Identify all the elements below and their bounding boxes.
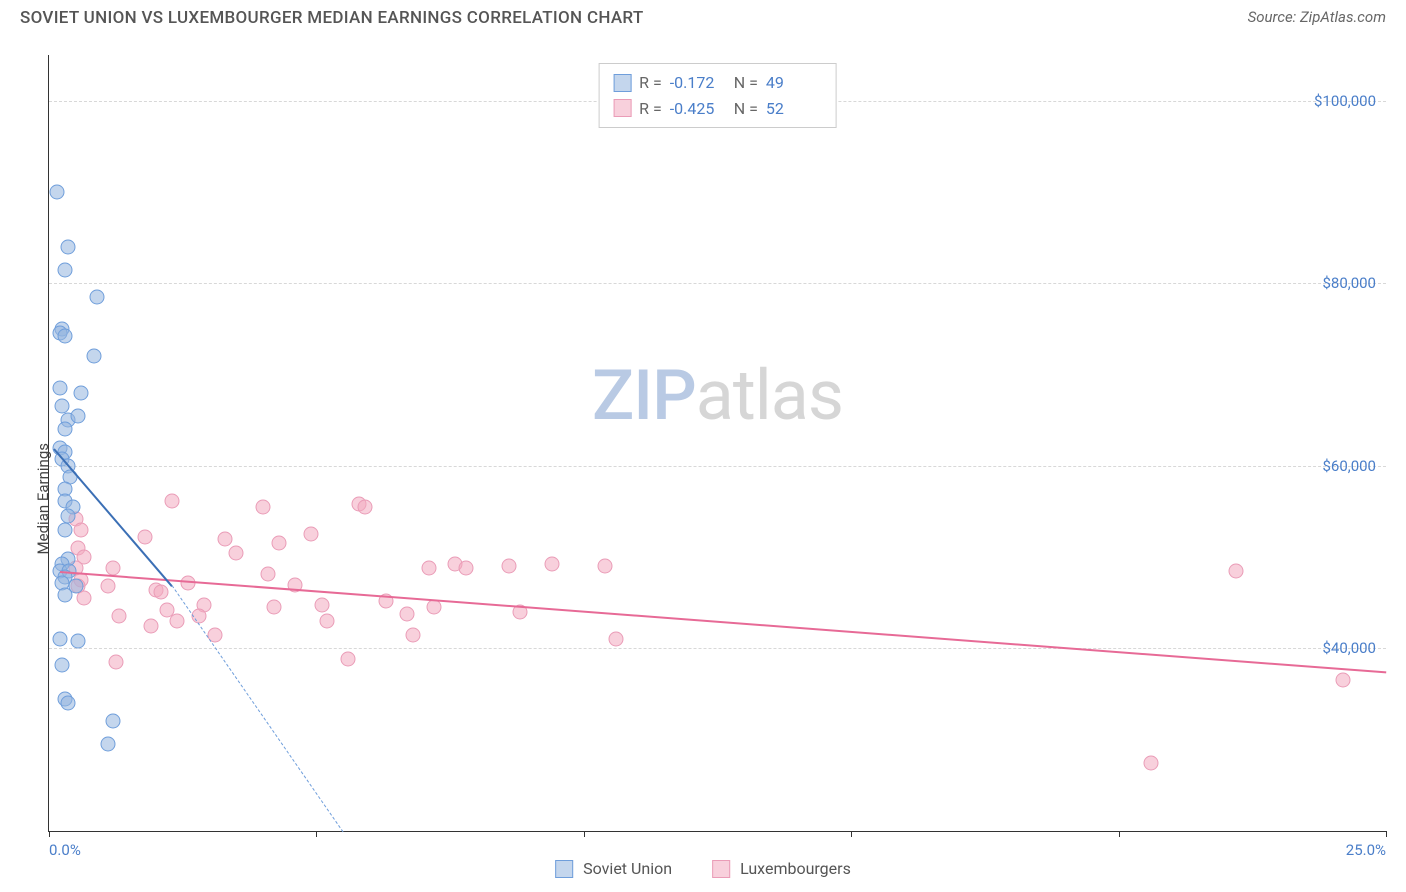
y-axis-label: Median Earnings [34,443,52,554]
scatter-point-b [229,545,244,560]
n-value-b: 52 [766,96,822,122]
scatter-point-b [143,618,158,633]
scatter-point-b [357,499,372,514]
n-label: N = [734,96,758,122]
watermark-atlas: atlas [696,355,843,437]
scatter-point-b [218,531,233,546]
scatter-point-b [261,566,276,581]
legend-label-b: Luxembourgers [740,859,851,878]
x-tick [316,831,317,837]
scatter-point-a [52,381,67,396]
gridline [49,466,1386,467]
scatter-point-a [74,385,89,400]
y-tick-label: $60,000 [1322,457,1376,475]
scatter-point-b [165,493,180,508]
r-value-a: -0.172 [670,70,726,96]
scatter-point-a [52,632,67,647]
scatter-point-b [304,527,319,542]
scatter-point-a [71,408,86,423]
scatter-point-b [100,579,115,594]
scatter-point-a [60,696,75,711]
scatter-point-b [266,600,281,615]
x-tick [1119,831,1120,837]
n-label: N = [734,70,758,96]
scatter-point-b [608,632,623,647]
scatter-point-a [58,422,73,437]
scatter-point-b [106,561,121,576]
n-value-a: 49 [766,70,822,96]
gridline [49,648,1386,649]
scatter-point-b [314,597,329,612]
scatter-point-b [1229,563,1244,578]
chart-plot-area: ZIPatlas R = -0.172 N = 49 R = -0.425 N … [48,55,1386,832]
swatch-b [613,99,631,117]
scatter-point-a [50,184,65,199]
trend-extrapolation-a [172,585,344,832]
scatter-point-b [421,561,436,576]
scatter-point-b [108,655,123,670]
legend-swatch-b [712,860,730,878]
gridline [49,283,1386,284]
scatter-point-a [90,289,105,304]
scatter-point-b [111,609,126,624]
stats-row-b: R = -0.425 N = 52 [613,96,822,122]
scatter-point-b [170,614,185,629]
scatter-point-b [320,614,335,629]
x-tick-label: 25.0% [1346,841,1386,859]
r-value-b: -0.425 [670,96,726,122]
stats-box: R = -0.172 N = 49 R = -0.425 N = 52 [598,63,837,128]
r-label: R = [639,70,662,96]
x-tick-label: 0.0% [49,841,81,859]
scatter-point-a [58,522,73,537]
x-tick [584,831,585,837]
legend-item-b: Luxembourgers [712,859,851,878]
scatter-point-a [55,657,70,672]
scatter-point-a [71,634,86,649]
stats-row-a: R = -0.172 N = 49 [613,70,822,96]
source-text: Source: ZipAtlas.com [1248,8,1386,26]
x-tick [49,831,50,837]
legend-label-a: Soviet Union [583,859,672,878]
scatter-point-b [74,522,89,537]
scatter-point-b [598,559,613,574]
scatter-point-a [58,329,73,344]
scatter-point-b [1143,755,1158,770]
scatter-point-a [100,737,115,752]
scatter-point-b [1336,673,1351,688]
scatter-point-a [106,714,121,729]
scatter-point-b [544,557,559,572]
scatter-point-b [400,606,415,621]
watermark: ZIPatlas [592,355,843,437]
scatter-point-b [459,561,474,576]
swatch-a [613,74,631,92]
scatter-point-b [154,584,169,599]
watermark-zip: ZIP [592,355,696,437]
y-tick-label: $100,000 [1314,92,1376,110]
scatter-point-b [138,530,153,545]
legend-swatch-a [555,860,573,878]
x-tick [851,831,852,837]
legend-item-a: Soviet Union [555,859,672,878]
scatter-point-a [58,262,73,277]
scatter-point-b [341,652,356,667]
scatter-point-b [501,559,516,574]
scatter-point-a [60,239,75,254]
scatter-point-a [58,588,73,603]
scatter-point-b [405,627,420,642]
y-tick-label: $80,000 [1322,274,1376,292]
scatter-point-a [60,509,75,524]
x-tick [1386,831,1387,837]
scatter-point-b [427,600,442,615]
r-label: R = [639,96,662,122]
chart-title: SOVIET UNION VS LUXEMBOURGER MEDIAN EARN… [20,8,644,28]
legend: Soviet Union Luxembourgers [555,859,851,878]
scatter-point-b [255,499,270,514]
trend-line-b [60,571,1386,673]
y-tick-label: $40,000 [1322,639,1376,657]
scatter-point-b [271,536,286,551]
scatter-point-a [87,349,102,364]
